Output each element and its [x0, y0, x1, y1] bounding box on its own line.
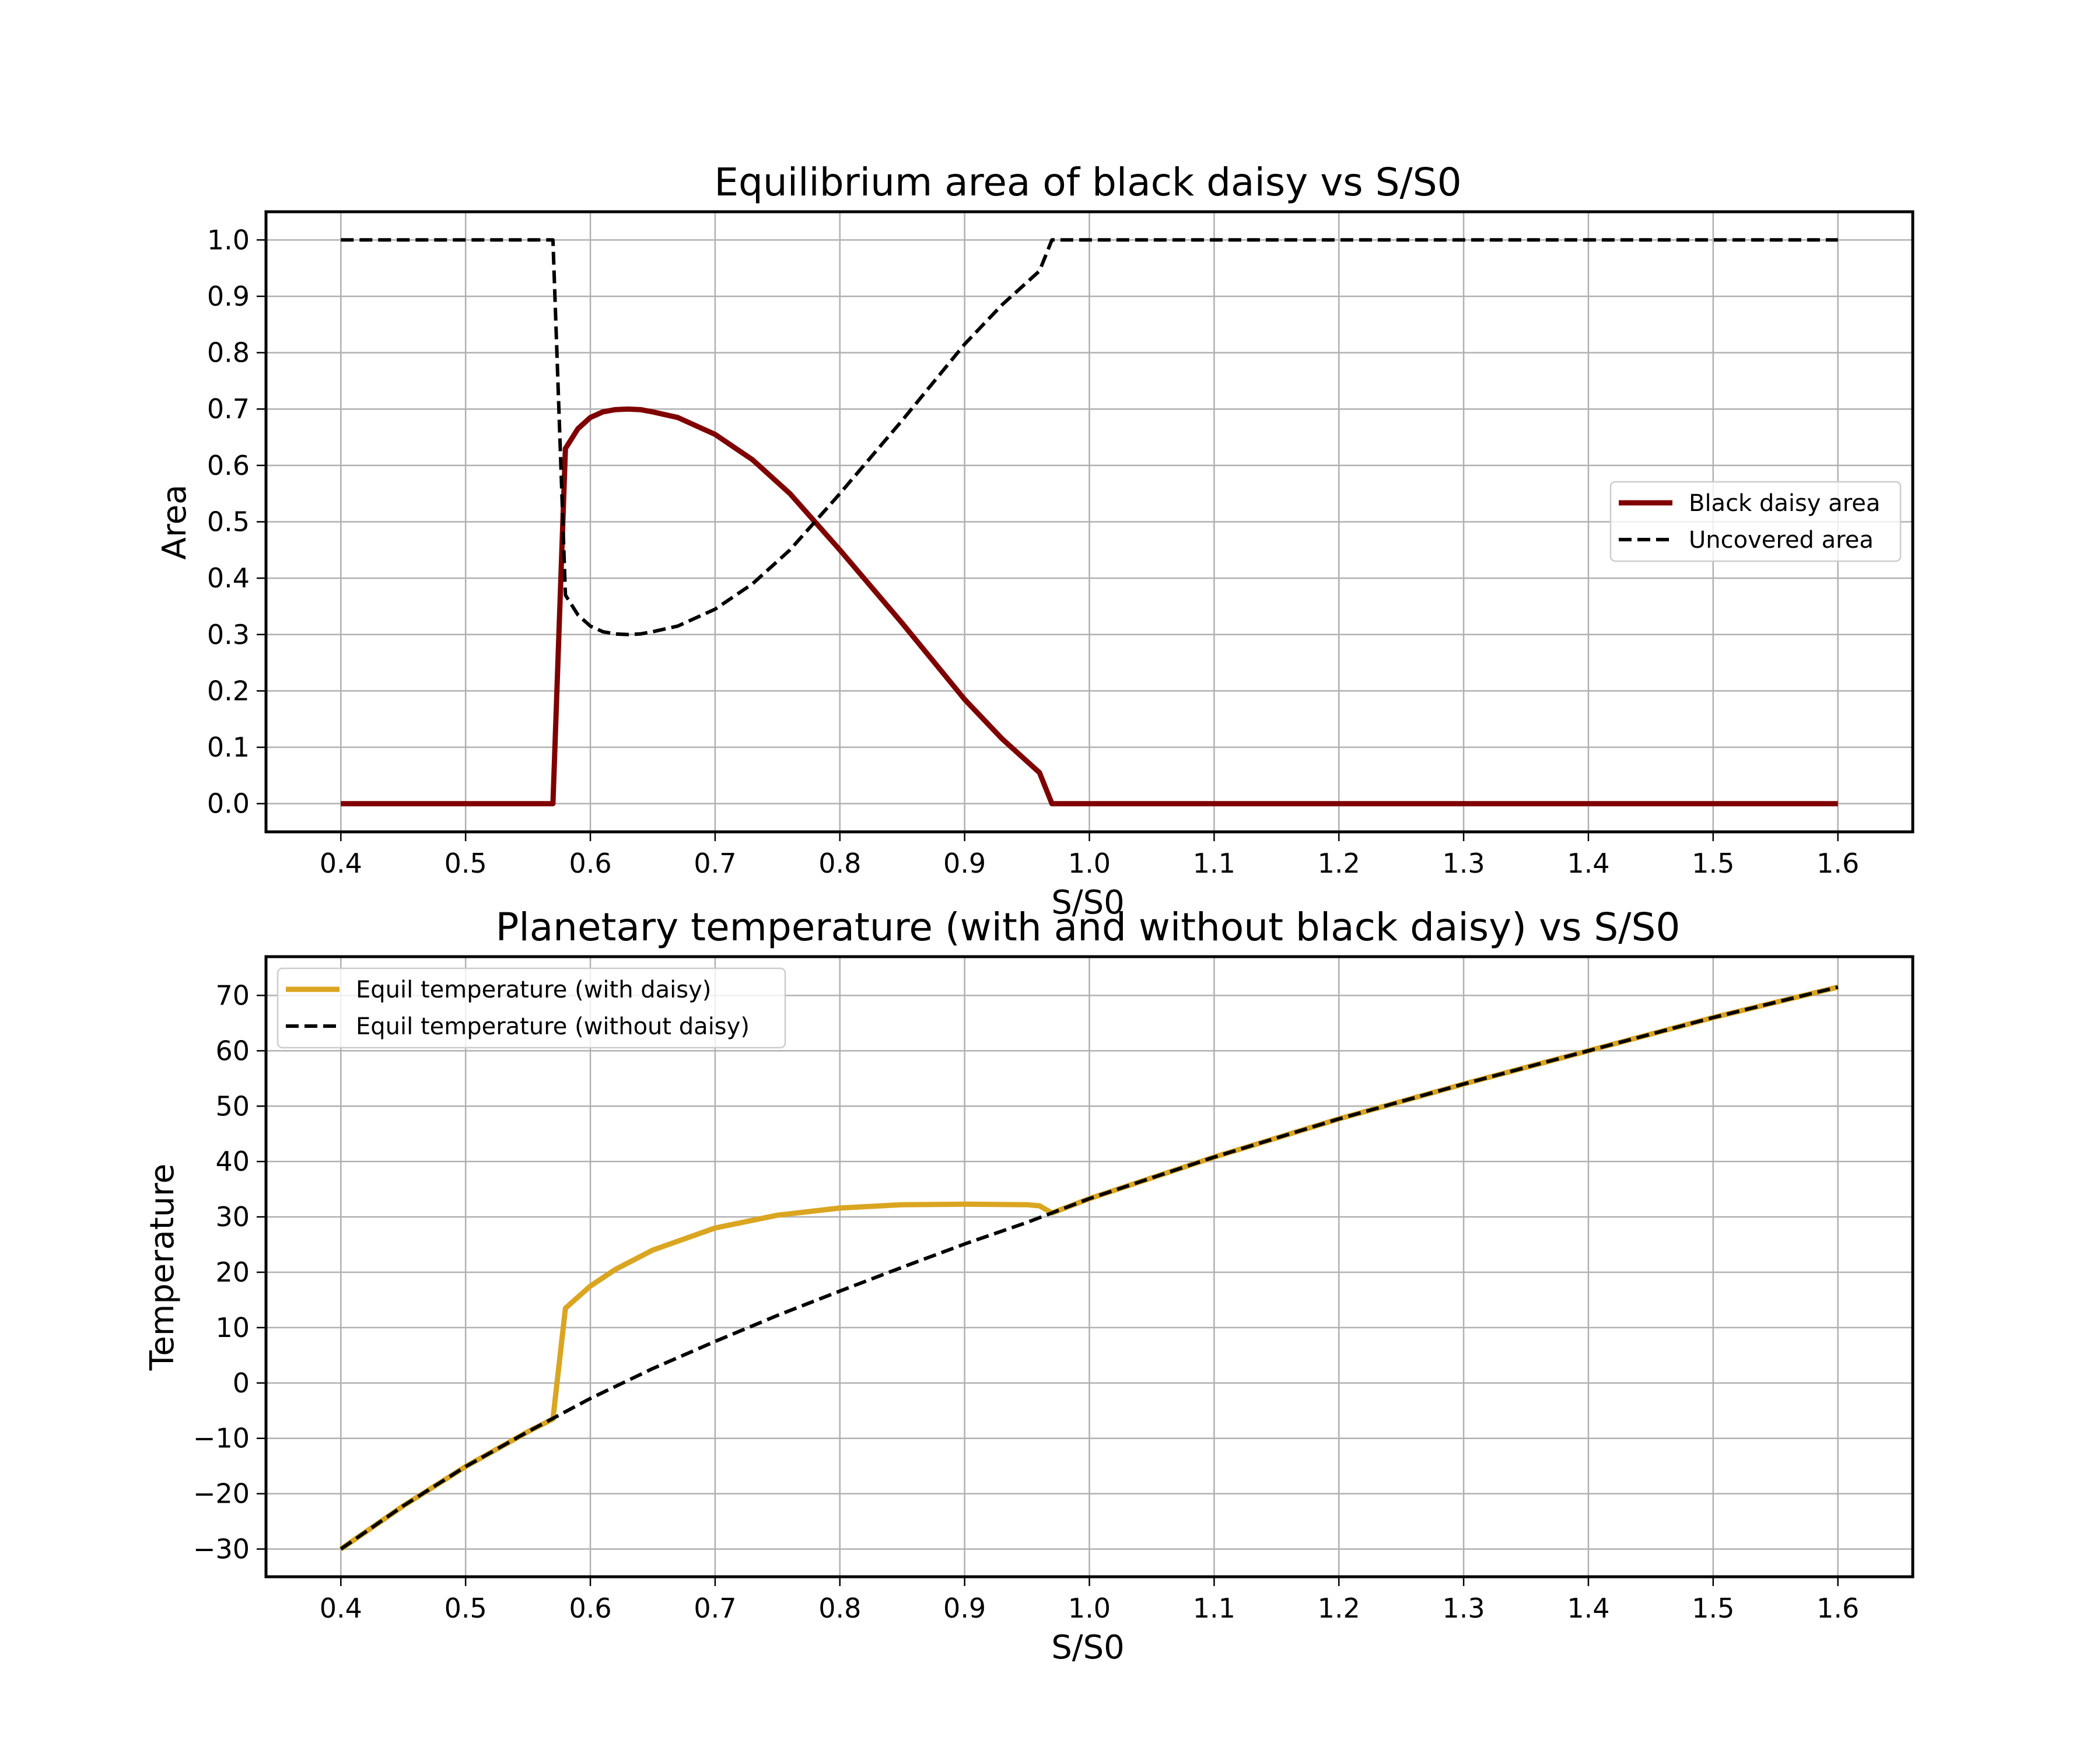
- temperature-y-tick-label: 10: [215, 1312, 250, 1343]
- area-y-tick-label: 1.0: [207, 224, 250, 256]
- area-y-tick-label: 0.7: [207, 393, 250, 425]
- black-daisy-legend-label: Black daisy area: [1689, 490, 1880, 517]
- temperature-grid: [266, 957, 1913, 1577]
- temperature-y-tick-label: 30: [215, 1201, 250, 1233]
- area-subplot: Equilibrium area of black daisy vs S/S0 …: [156, 160, 1915, 922]
- temperature-x-tick-label: 0.5: [444, 1592, 487, 1624]
- area-y-tick-label: 0.0: [207, 788, 250, 820]
- area-x-tick-label: 1.0: [1068, 848, 1111, 879]
- temperature-legend-box: [276, 967, 786, 1049]
- area-y-tick-label: 0.4: [207, 562, 250, 594]
- area-y-tick-label: 0.2: [207, 675, 250, 706]
- area-x-tick-label: 1.3: [1443, 848, 1485, 879]
- without-daisy-line: [340, 985, 1839, 1550]
- temperature-x-axis-label: S/S0: [1051, 1629, 1125, 1667]
- temperature-y-tick-label: 60: [215, 1035, 250, 1066]
- temperature-x-tick-label: 0.6: [569, 1592, 611, 1624]
- temperature-y-tick-label: 40: [215, 1146, 250, 1177]
- area-y-tick-label: 0.6: [207, 450, 250, 481]
- temperature-x-tick-label: 0.9: [943, 1592, 986, 1624]
- area-y-axis-label: Area: [156, 485, 194, 560]
- without-daisy-legend-label: Equil temperature (without daisy): [356, 1013, 750, 1040]
- area-x-tick-label: 1.6: [1817, 848, 1859, 879]
- area-y-tick-label: 0.3: [207, 619, 250, 650]
- temperature-legend: Equil temperature (with daisy) Equil tem…: [276, 967, 786, 1049]
- area-x-tick-label: 0.5: [444, 848, 487, 879]
- temperature-y-tick-label: 20: [215, 1256, 250, 1288]
- area-y-tick-label: 0.1: [207, 732, 250, 763]
- temperature-plot-frame: [264, 955, 1915, 1578]
- temperature-x-tick-label: 1.0: [1068, 1592, 1111, 1624]
- with-daisy-legend-label: Equil temperature (with daisy): [356, 977, 711, 1003]
- temperature-y-tick-label: −20: [193, 1478, 250, 1510]
- uncovered-legend-label: Uncovered area: [1689, 527, 1874, 554]
- temperature-x-tick-label: 1.5: [1692, 1592, 1734, 1624]
- area-x-tick-label: 0.8: [818, 848, 861, 879]
- area-y-tick-label: 0.9: [207, 281, 250, 312]
- area-x-tick-label: 1.5: [1692, 848, 1734, 879]
- temperature-subplot: Planetary temperature (with and without …: [144, 905, 1915, 1667]
- temperature-y-tick-label: 0: [233, 1367, 250, 1399]
- temperature-x-tick-label: 1.2: [1318, 1592, 1360, 1624]
- temperature-x-tick-label: 1.1: [1193, 1592, 1236, 1624]
- temperature-y-tick-label: −10: [193, 1423, 250, 1454]
- area-legend-box: [1609, 481, 1902, 562]
- area-x-tick-label: 0.9: [943, 848, 986, 879]
- temperature-ticks: 0.4 0.5 0.6 0.7 0.8 0.9 1.0 1.1 1.2 1.3 1.4 1.5 1.6 −…: [193, 979, 1859, 1624]
- area-legend: Black daisy area Uncovered area: [1609, 481, 1902, 562]
- area-chart-title: Equilibrium area of black daisy vs S/S0: [714, 160, 1461, 205]
- area-x-tick-label: 1.4: [1567, 848, 1609, 879]
- temperature-y-tick-label: 70: [215, 979, 250, 1011]
- area-x-axis-label: S/S0: [1051, 884, 1125, 922]
- temperature-y-tick-label: 50: [215, 1090, 250, 1122]
- uncovered-line: [341, 238, 1838, 636]
- temperature-x-tick-label: 0.8: [818, 1592, 861, 1624]
- temperature-y-axis-label: Temperature: [144, 1164, 181, 1371]
- temperature-y-tick-label: −30: [193, 1534, 250, 1565]
- temperature-series: [339, 984, 1839, 1552]
- area-y-tick-label: 0.8: [207, 337, 250, 369]
- area-plot-frame: [264, 210, 1915, 834]
- temperature-x-tick-label: 1.4: [1567, 1592, 1609, 1624]
- area-x-tick-label: 1.2: [1318, 848, 1360, 879]
- area-y-tick-label: 0.5: [207, 506, 250, 538]
- temperature-x-tick-label: 0.4: [320, 1592, 362, 1624]
- area-x-tick-label: 1.1: [1193, 848, 1236, 879]
- temperature-x-tick-label: 0.7: [694, 1592, 736, 1624]
- temperature-x-tick-label: 1.6: [1817, 1592, 1859, 1624]
- area-ticks: 0.4 0.5 0.6 0.7 0.8 0.9 1.0 1.1 1.2 1.3 1.4 1.5 1.6 0…: [207, 224, 1859, 879]
- area-series: [341, 238, 1838, 807]
- area-x-tick-label: 0.4: [320, 848, 362, 879]
- temperature-chart-title: Planetary temperature (with and without …: [496, 905, 1681, 950]
- area-x-tick-label: 0.7: [694, 848, 736, 879]
- area-x-tick-label: 0.6: [569, 848, 611, 879]
- temperature-x-tick-label: 1.3: [1443, 1592, 1485, 1624]
- black-daisy-line: [341, 406, 1838, 807]
